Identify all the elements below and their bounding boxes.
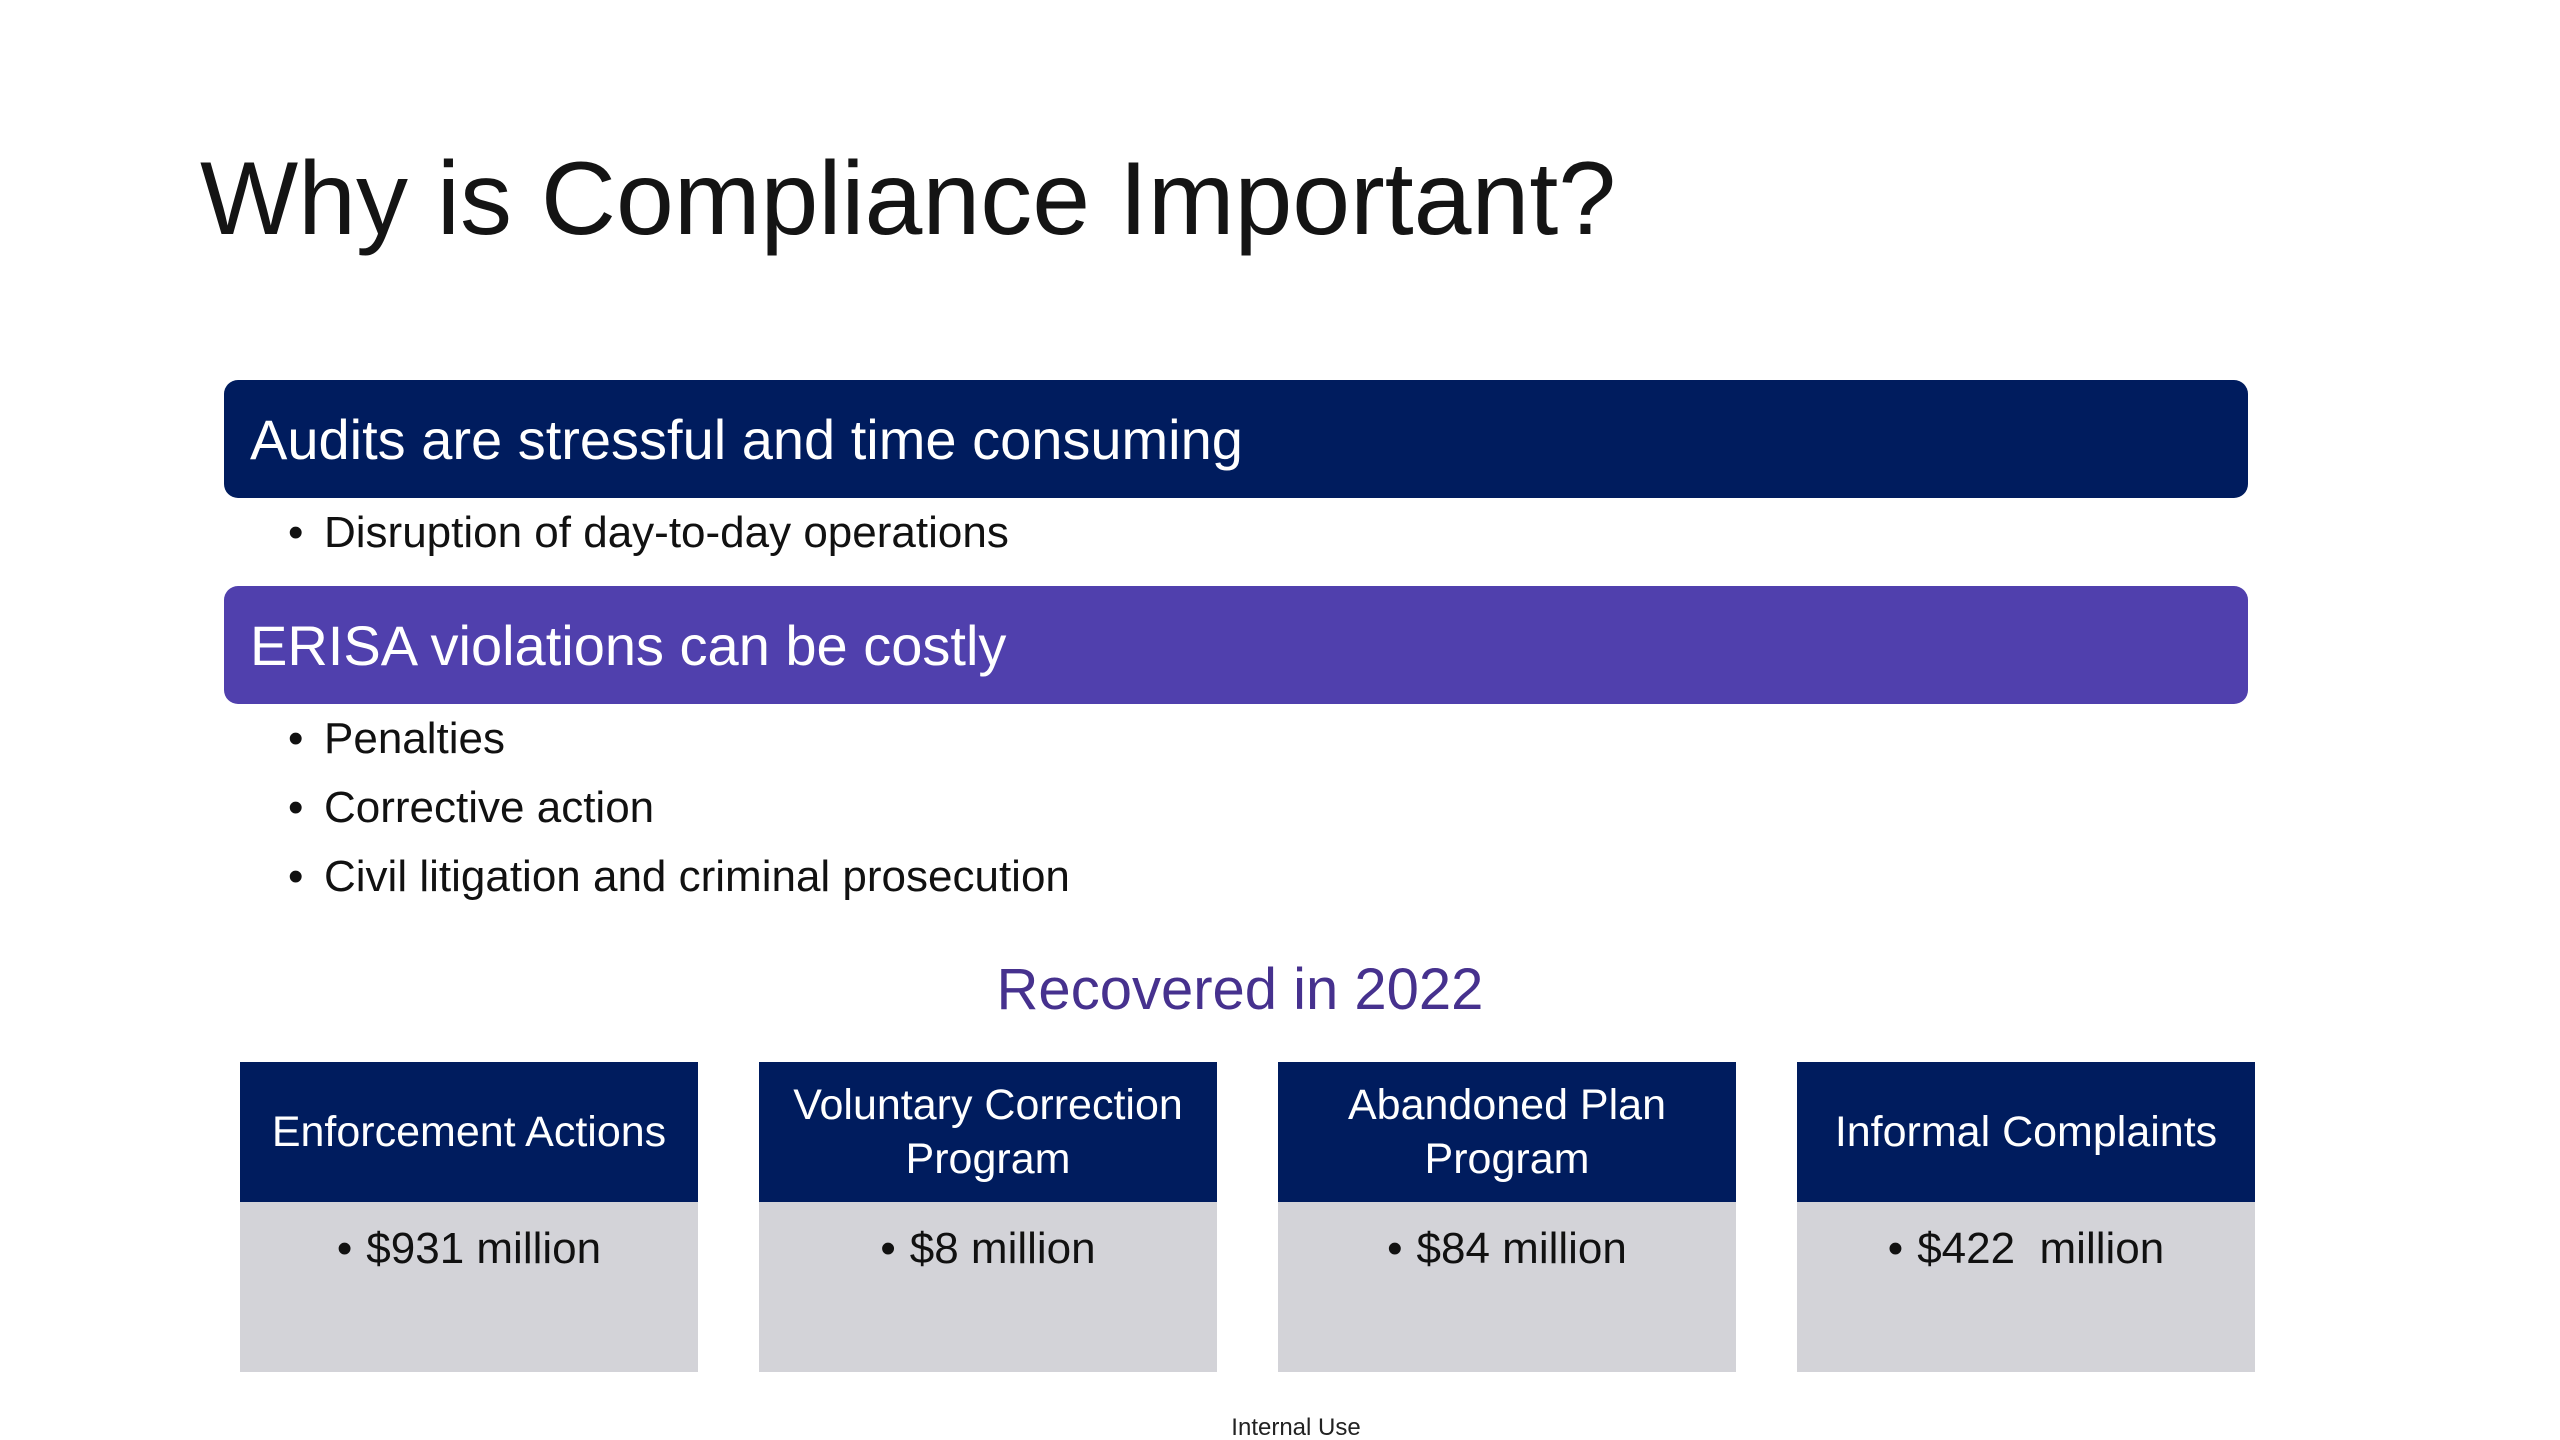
- bullet-list-erisa: Penalties Corrective action Civil litiga…: [288, 704, 1070, 911]
- bullet-item: Civil litigation and criminal prosecutio…: [288, 842, 1070, 911]
- card-value: $931 million: [366, 1224, 602, 1273]
- card-body: • $8 million: [759, 1202, 1217, 1372]
- card-abandoned-plan-program: Abandoned Plan Program • $84 million: [1278, 1062, 1736, 1372]
- footer-label: Internal Use: [1231, 1414, 1361, 1440]
- card-voluntary-correction-program: Voluntary Correction Program • $8 million: [759, 1062, 1217, 1372]
- bullet-list-audits: Disruption of day-to-day operations: [288, 498, 1009, 567]
- section-heading-audits: Audits are stressful and time consuming: [224, 380, 2248, 498]
- bullet-dot: •: [1387, 1224, 1403, 1273]
- card-body: • $84 million: [1278, 1202, 1736, 1372]
- bullet-item: Penalties: [288, 704, 1070, 773]
- bullet-item: Corrective action: [288, 773, 1070, 842]
- card-informal-complaints: Informal Complaints • $422 million: [1797, 1062, 2255, 1372]
- card-body: • $931 million: [240, 1202, 698, 1372]
- bullet-dot: •: [880, 1224, 896, 1273]
- card-body: • $422 million: [1797, 1202, 2255, 1372]
- card-value: $8 million: [909, 1224, 1096, 1273]
- card-header: Abandoned Plan Program: [1278, 1062, 1736, 1202]
- recovered-subtitle: Recovered in 2022: [996, 957, 1484, 1022]
- card-value: $84 million: [1416, 1224, 1627, 1273]
- section-heading-text: ERISA violations can be costly: [250, 613, 1007, 677]
- slide-title: Why is Compliance Important?: [200, 141, 1617, 257]
- card-header: Voluntary Correction Program: [759, 1062, 1217, 1202]
- bullet-item: Disruption of day-to-day operations: [288, 498, 1009, 567]
- section-heading-erisa: ERISA violations can be costly: [224, 586, 2248, 704]
- section-heading-text: Audits are stressful and time consuming: [250, 407, 1243, 471]
- card-enforcement-actions: Enforcement Actions • $931 million: [240, 1062, 698, 1372]
- card-value: $422 million: [1917, 1224, 2165, 1273]
- card-header: Enforcement Actions: [240, 1062, 698, 1202]
- bullet-dot: •: [336, 1224, 353, 1273]
- card-header: Informal Complaints: [1797, 1062, 2255, 1202]
- bullet-dot: •: [1887, 1224, 1904, 1273]
